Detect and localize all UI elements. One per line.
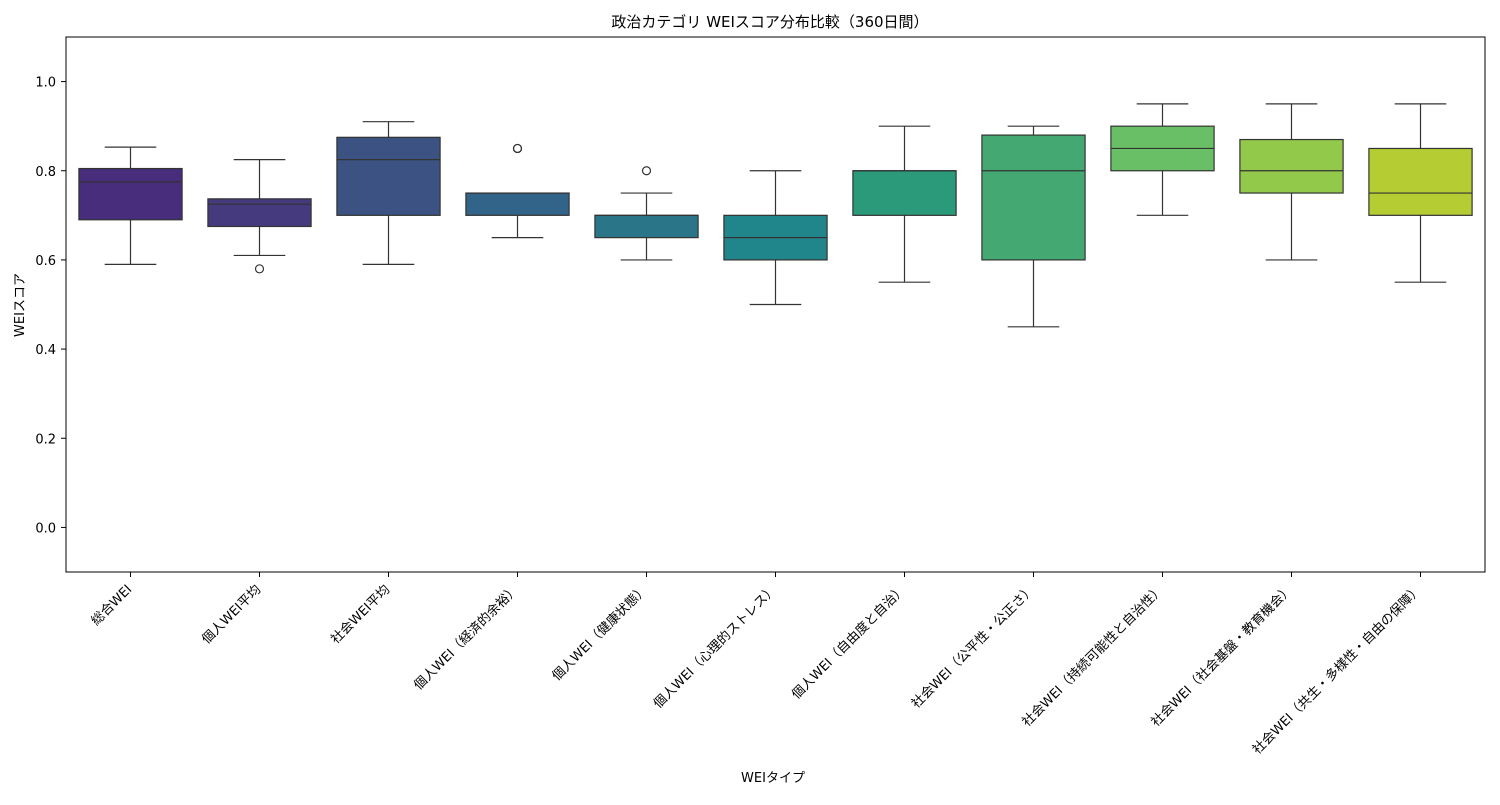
box-6 [723,170,828,306]
chart-title: 政治カテゴリ WEIスコア分布比較（360日間） [611,13,928,31]
y-tick-label: 0.8 [35,165,56,180]
box-11 [1368,103,1473,283]
y-tick-label: 0.6 [35,254,56,269]
box-iqr [465,192,570,216]
y-axis: 0.0 0.2 0.4 0.6 0.8 1.0 [35,76,66,536]
x-tick-label: 社会WEI平均 [328,582,394,648]
box-iqr [78,167,183,221]
x-axis: 総合WEI 個人WEI平均 社会WEI平均 個人WEI（経済的余裕） 個人WEI（健康状… [89,572,1425,758]
x-tick-label: 社会WEI（社会基盤・教育機会） [1148,582,1296,730]
outlier-point [254,264,265,274]
y-tick-label: 1.0 [35,76,56,91]
x-tick-label: 総合WEI [89,582,136,629]
x-tick-label: 社会WEI（公平性・公正さ） [908,582,1038,712]
box-iqr [207,198,312,228]
box-iqr [336,136,441,216]
box-5 [594,166,699,261]
y-axis-title: WEIスコア [13,273,28,337]
x-tick-label: 個人WEI（健康状態） [549,582,651,684]
y-tick-label: 0.2 [35,432,56,447]
box-9 [1110,103,1215,216]
x-tick-label: 個人WEI平均 [199,582,264,647]
outlier-point [641,166,652,176]
y-tick-label: 0.0 [35,521,56,536]
x-tick-label: 個人WEI（自由度と自治） [788,582,909,703]
box-8 [981,125,1086,328]
box-10 [1239,103,1344,261]
x-tick-label: 社会WEI（持続可能性と自治性） [1019,582,1167,730]
outlier-point [512,143,523,154]
x-tick-label: 個人WEI（心理的ストレス） [650,582,780,712]
box-7 [852,125,957,283]
box-iqr [1239,138,1344,194]
box-4 [465,143,570,239]
box-2 [207,159,312,274]
box-3 [336,121,441,265]
x-tick-label: 個人WEI（経済的余裕） [411,582,523,694]
y-tick-label: 0.4 [35,343,56,358]
plot-area [65,36,1486,573]
box-iqr [1368,147,1473,216]
box-iqr [981,134,1086,261]
x-axis-title: WEIタイプ [741,771,805,786]
box-1 [78,146,183,265]
box-iqr [594,214,699,239]
box-iqr [852,170,957,216]
